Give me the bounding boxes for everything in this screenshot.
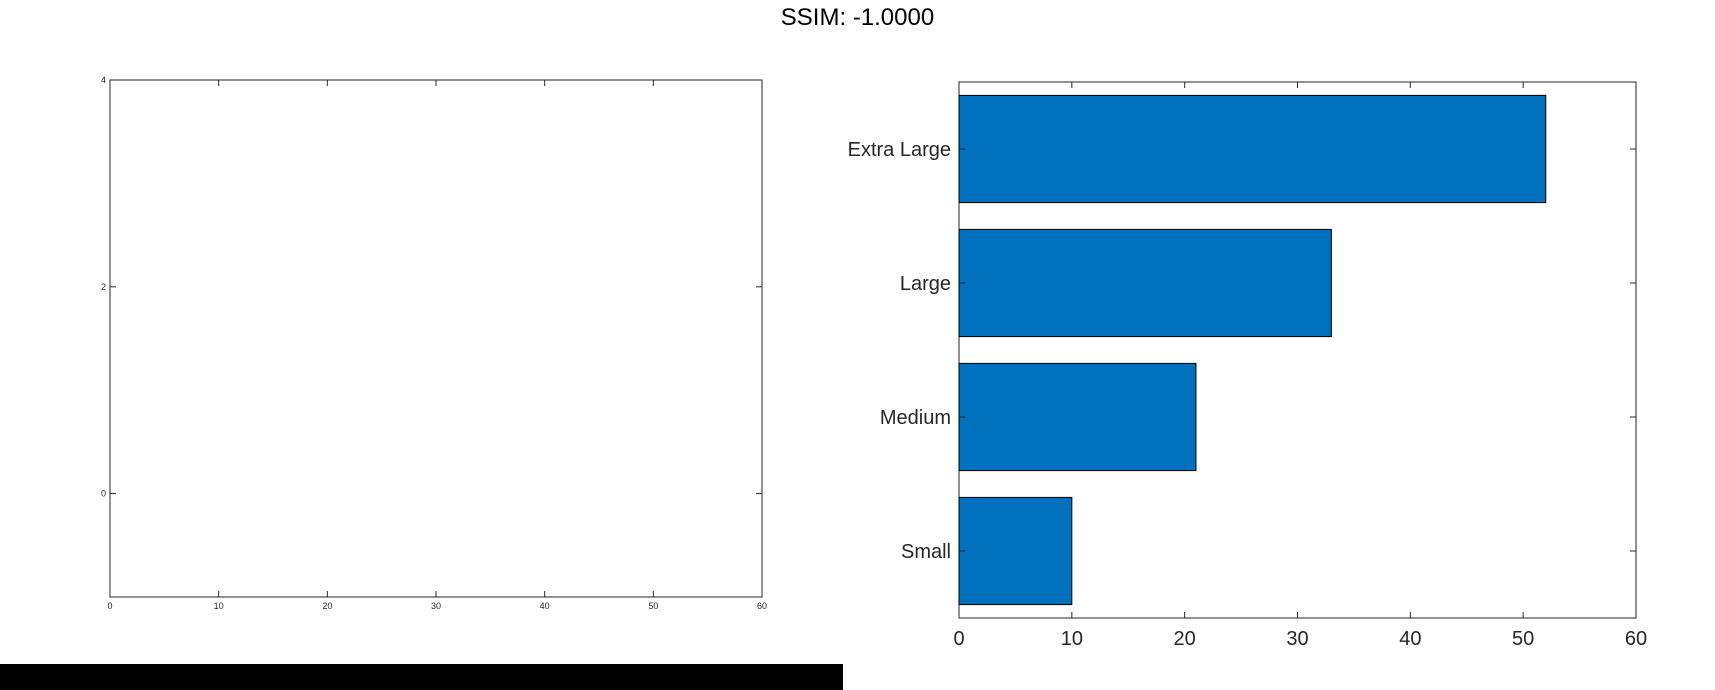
bar <box>958 496 1073 606</box>
y-tick-label: 2 <box>101 282 106 292</box>
x-tick-label: 0 <box>107 601 112 611</box>
category-label: Extra Large <box>848 139 951 161</box>
y-tick-label: 0 <box>101 489 106 499</box>
x-tick-label: 0 <box>953 628 964 650</box>
axes-box <box>109 79 763 598</box>
bar <box>958 228 1332 338</box>
x-tick-label: 20 <box>1174 628 1196 650</box>
x-tick-label: 30 <box>431 601 441 611</box>
x-tick-label: 30 <box>1286 628 1308 650</box>
category-label: Small <box>901 541 951 563</box>
x-tick-label: 20 <box>322 601 332 611</box>
x-tick-label: 10 <box>214 601 224 611</box>
x-tick-label: 60 <box>757 601 767 611</box>
x-tick-label: 40 <box>1399 628 1421 650</box>
bar-chart-axes: Small Medium Large Extra Large 0 10 20 30 40 50 60 <box>848 81 1647 650</box>
category-label: Medium <box>880 407 951 429</box>
bottom-black-bar <box>0 664 843 690</box>
figure-title: SSIM: -1.0000 <box>780 4 935 31</box>
bar <box>958 362 1197 472</box>
x-tick-label: 10 <box>1061 628 1083 650</box>
y-tick-label: 4 <box>101 75 106 85</box>
x-tick-label: 50 <box>648 601 658 611</box>
x-tick-label: 60 <box>1625 628 1647 650</box>
x-tick-label: 50 <box>1512 628 1534 650</box>
empty-axes-left: 0 10 20 30 40 50 60 0 2 4 <box>101 75 767 611</box>
x-tick-label: 40 <box>540 601 550 611</box>
bar <box>958 94 1547 204</box>
category-label: Large <box>900 273 951 295</box>
